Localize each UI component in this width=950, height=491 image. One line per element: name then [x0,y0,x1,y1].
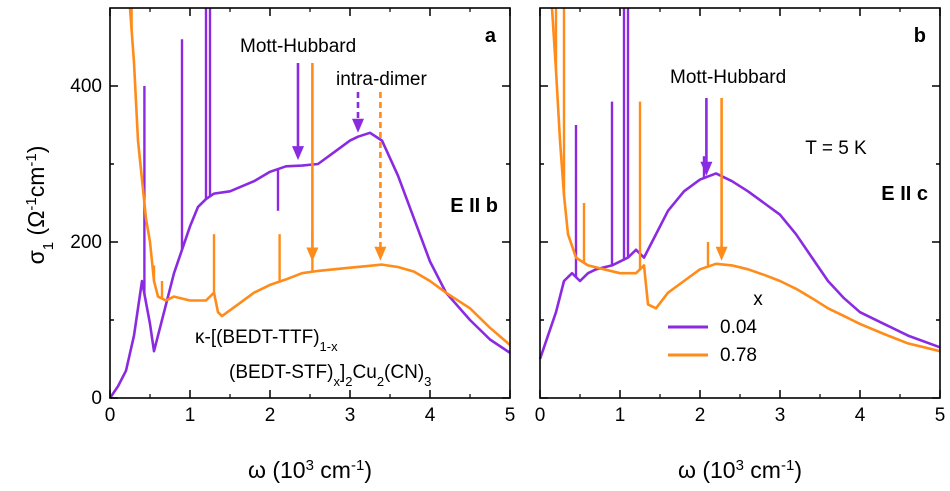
x-tick-label: 4 [425,405,436,426]
panel-label: a [485,25,497,47]
x-axis-label: ω (103 cm-1) [248,457,372,484]
x-tick-label: 1 [615,405,626,426]
series-line-x-0.04 [538,172,941,360]
series-line-x-0.04 [108,131,511,399]
arrow-mott-hubbard-x078-head [306,247,319,262]
legend-title: x [753,289,763,310]
x-tick-label: 5 [505,405,516,426]
x-tick-label: 1 [185,405,196,426]
x-tick-label: 2 [695,405,706,426]
arrow-mott-hubbard-x004-head [700,161,713,176]
legend-entry: 0.04 [720,317,757,338]
x-tick-label: 0 [105,405,116,426]
x-tick-label: 2 [265,405,276,426]
compound-label-line1: κ-[(BEDT-TTF)1-x [195,327,338,354]
temperature-label: T = 5 K [805,138,867,159]
legend-entry: 0.78 [720,345,757,366]
annotation-mott-hubbard: Mott-Hubbard [670,67,786,88]
panel-a: 0 1 2 3 4 5 0 200 400 a E II b ω (103 cm-1) Mott-Hub… [23,7,516,484]
panel-label: b [914,25,926,47]
polarization-label: E II b [450,195,498,217]
x-tick-label: 3 [775,405,786,426]
y-axis-label: σ1 (Ω-1cm-1) [23,146,57,265]
arrow-mott-hubbard-x078-head [715,246,728,261]
x-tick-label: 3 [345,405,356,426]
series-line-x-0.78 [128,7,511,346]
x-tick-label: 5 [935,405,946,426]
compound-label-line2: (BEDT-STF)x]2Cu2(CN)3 [229,362,431,389]
x-axis-label: ω (103 cm-1) [678,457,802,484]
polarization-label: E II c [881,183,928,205]
y-tick-label: 200 [70,232,102,253]
arrow-intra-dimer-x078-head [374,246,387,261]
y-tick-label: 0 [91,388,102,409]
y-tick-label: 400 [70,76,102,97]
series-line-x-0.78 [550,7,941,353]
arrow-intra-dimer-x004-head [352,118,364,133]
panel-b: 0 1 2 3 4 5 b E II c ω (103 cm-1) Mott-Hubbard T =… [535,7,946,484]
x-tick-label: 4 [855,405,866,426]
x-tick-label: 0 [535,405,546,426]
annotation-mott-hubbard: Mott-Hubbard [240,36,356,57]
annotation-intra-dimer: intra-dimer [336,69,427,90]
arrow-mott-hubbard-x004-head [292,146,304,161]
